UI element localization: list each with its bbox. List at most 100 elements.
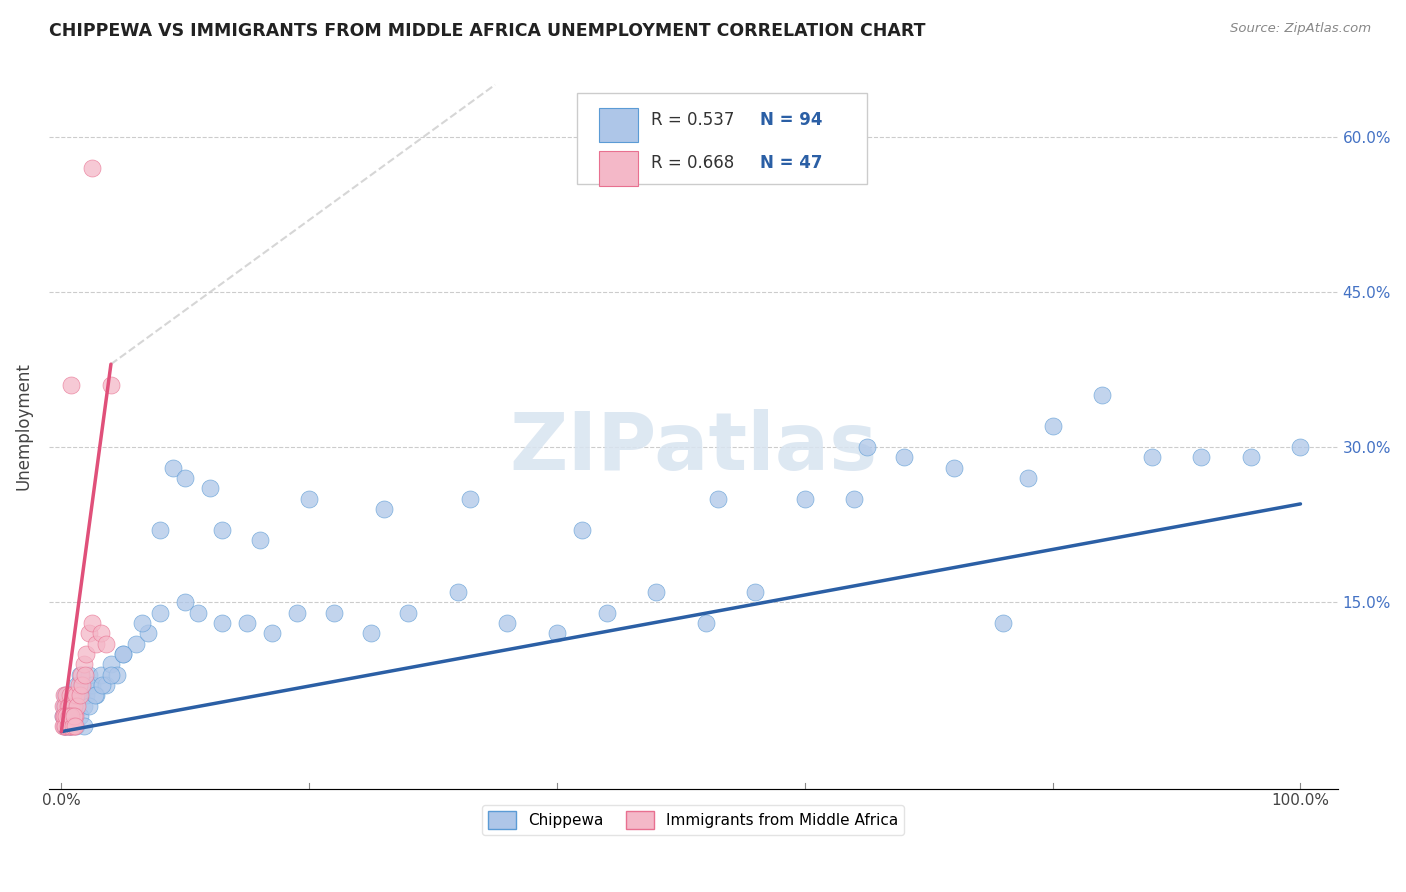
- Point: [91, 678, 114, 692]
- Point: [496, 615, 519, 630]
- Point: [73, 719, 96, 733]
- Point: [58, 719, 80, 733]
- Point: [59, 689, 82, 703]
- Point: [90, 667, 112, 681]
- Point: [174, 595, 197, 609]
- Point: [458, 491, 481, 506]
- Point: [1140, 450, 1163, 465]
- Point: [70, 678, 93, 692]
- Point: [53, 719, 76, 733]
- Point: [112, 647, 135, 661]
- Point: [249, 533, 271, 548]
- Point: [136, 626, 159, 640]
- Point: [62, 689, 84, 703]
- Point: [90, 626, 112, 640]
- Point: [323, 606, 346, 620]
- Point: [55, 719, 77, 733]
- Point: [100, 657, 122, 672]
- Point: [65, 689, 87, 703]
- Point: [546, 626, 568, 640]
- Point: [58, 709, 80, 723]
- Point: [595, 606, 617, 620]
- Point: [53, 719, 76, 733]
- Text: ZIPatlas: ZIPatlas: [509, 409, 877, 487]
- Point: [707, 491, 730, 506]
- Point: [793, 491, 815, 506]
- Point: [55, 709, 77, 723]
- Point: [56, 709, 79, 723]
- Point: [52, 689, 75, 703]
- Point: [1042, 419, 1064, 434]
- Point: [83, 689, 105, 703]
- Point: [67, 678, 90, 692]
- Point: [571, 523, 593, 537]
- Point: [56, 709, 79, 723]
- Point: [59, 709, 82, 723]
- Point: [62, 719, 84, 733]
- Point: [52, 709, 75, 723]
- Y-axis label: Unemployment: Unemployment: [15, 362, 32, 491]
- Point: [1017, 471, 1039, 485]
- Point: [211, 615, 233, 630]
- Point: [94, 637, 117, 651]
- Point: [211, 523, 233, 537]
- Point: [112, 647, 135, 661]
- Legend: Chippewa, Immigrants from Middle Africa: Chippewa, Immigrants from Middle Africa: [482, 805, 904, 835]
- Point: [82, 161, 104, 175]
- Point: [1091, 388, 1114, 402]
- Point: [62, 689, 84, 703]
- Point: [298, 491, 321, 506]
- Point: [67, 689, 90, 703]
- Point: [100, 377, 122, 392]
- Text: N = 47: N = 47: [761, 154, 823, 172]
- Point: [236, 615, 259, 630]
- Point: [58, 719, 80, 733]
- Point: [56, 689, 79, 703]
- Point: [59, 719, 82, 733]
- Point: [285, 606, 308, 620]
- Point: [66, 698, 89, 713]
- Point: [52, 698, 75, 713]
- Point: [131, 615, 153, 630]
- Point: [84, 637, 107, 651]
- Point: [100, 667, 122, 681]
- Point: [149, 523, 172, 537]
- Point: [260, 626, 283, 640]
- Point: [62, 709, 84, 723]
- Point: [94, 678, 117, 692]
- Point: [52, 698, 75, 713]
- Point: [162, 460, 184, 475]
- Point: [695, 615, 717, 630]
- Point: [60, 709, 83, 723]
- Point: [69, 709, 91, 723]
- Point: [75, 647, 97, 661]
- Point: [53, 709, 76, 723]
- Point: [62, 698, 84, 713]
- Point: [69, 689, 91, 703]
- Point: [65, 719, 87, 733]
- Point: [73, 698, 96, 713]
- Text: Source: ZipAtlas.com: Source: ZipAtlas.com: [1230, 22, 1371, 36]
- Point: [53, 698, 76, 713]
- Point: [59, 709, 82, 723]
- Point: [52, 719, 75, 733]
- Point: [52, 709, 75, 723]
- Point: [62, 709, 84, 723]
- Point: [373, 502, 395, 516]
- Text: R = 0.668: R = 0.668: [651, 154, 734, 172]
- Point: [65, 698, 87, 713]
- Point: [62, 709, 84, 723]
- Text: N = 94: N = 94: [761, 111, 823, 129]
- Point: [187, 606, 209, 620]
- Point: [84, 689, 107, 703]
- Point: [62, 709, 84, 723]
- Point: [62, 709, 84, 723]
- Point: [360, 626, 382, 640]
- Point: [82, 615, 104, 630]
- Point: [55, 698, 77, 713]
- Point: [60, 719, 83, 733]
- Point: [744, 585, 766, 599]
- Point: [55, 719, 77, 733]
- Point: [63, 689, 86, 703]
- Point: [73, 678, 96, 692]
